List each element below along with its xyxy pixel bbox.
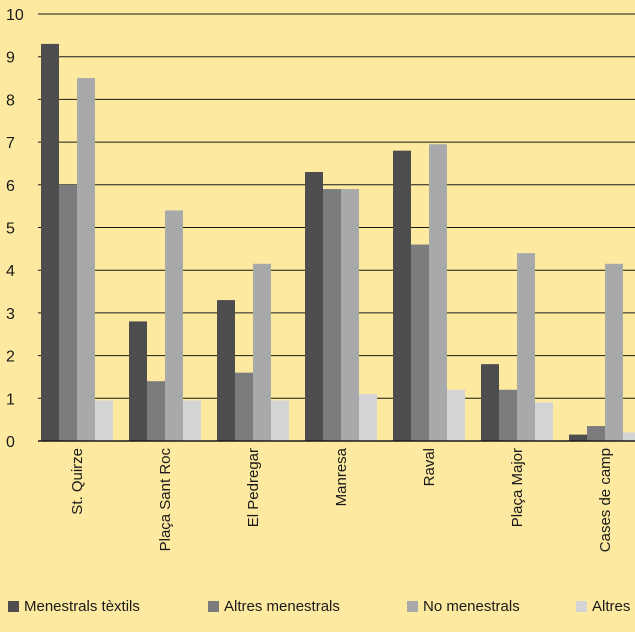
bar	[411, 244, 429, 441]
legend-item: Altres menestrals	[208, 598, 340, 615]
y-tick-label: 8	[6, 92, 15, 109]
y-axis-ticks: 0 1 2 3 4 5 6 7 8 9 10	[6, 7, 24, 451]
y-tick-label: 0	[6, 434, 15, 451]
x-tick-label: El Pedregar	[245, 448, 262, 527]
bar	[393, 150, 411, 441]
legend-item: Menestrals tèxtils	[8, 598, 140, 615]
bar	[481, 364, 499, 441]
bar	[429, 144, 447, 442]
bar	[605, 263, 623, 441]
legend-swatch	[407, 601, 418, 612]
bar	[253, 263, 271, 441]
bar	[59, 184, 77, 442]
y-tick-label: 4	[6, 263, 15, 280]
legend-swatch	[576, 601, 587, 612]
bar	[499, 389, 517, 441]
y-tick-label: 1	[6, 391, 15, 408]
legend-item: No menestrals	[407, 598, 520, 615]
legend-label: Altres	[592, 598, 631, 615]
bar	[341, 189, 359, 441]
legend-swatch	[208, 601, 219, 612]
y-tick-label: 6	[6, 178, 15, 195]
bar	[129, 321, 147, 441]
x-tick-label: Raval	[421, 448, 438, 486]
y-tick-label: 5	[6, 221, 15, 238]
bars	[41, 43, 635, 442]
bar	[305, 171, 323, 442]
bar	[147, 381, 165, 441]
x-tick-label: St. Quirze	[69, 448, 86, 515]
legend-swatch	[8, 601, 19, 612]
bar	[323, 189, 341, 441]
legend: Menestrals tèxtils Altres menestrals No me…	[8, 598, 635, 622]
bar	[569, 434, 587, 441]
bar	[217, 300, 235, 441]
bar	[517, 253, 535, 441]
bar	[535, 402, 553, 441]
x-tick-label: Plaça Major	[509, 448, 526, 527]
bar	[359, 394, 377, 441]
bar	[41, 43, 59, 441]
x-tick-label: Manresa	[333, 447, 350, 506]
y-tick-label: 7	[6, 135, 15, 152]
x-tick-label: Cases de camp	[597, 448, 614, 552]
bar	[235, 372, 253, 441]
y-tick-label: 2	[6, 349, 15, 366]
bar	[271, 400, 289, 441]
bar	[447, 389, 465, 441]
y-tick-label: 10	[6, 7, 24, 24]
bar	[77, 78, 95, 442]
bar	[183, 400, 201, 441]
y-tick-label: 3	[6, 306, 15, 323]
legend-item: Altres	[576, 598, 630, 615]
bar	[165, 210, 183, 441]
legend-label: No menestrals	[423, 598, 520, 615]
bar	[95, 400, 113, 441]
y-tick-label: 9	[6, 50, 15, 67]
legend-label: Menestrals tèxtils	[24, 598, 140, 615]
x-tick-label: Plaça Sant Roc	[157, 448, 174, 552]
bar	[587, 426, 605, 441]
legend-label: Altres menestrals	[224, 598, 340, 615]
x-axis-labels: St. Quirze Plaça Sant Roc El Pedregar Manre…	[69, 447, 614, 552]
bar	[623, 432, 635, 441]
